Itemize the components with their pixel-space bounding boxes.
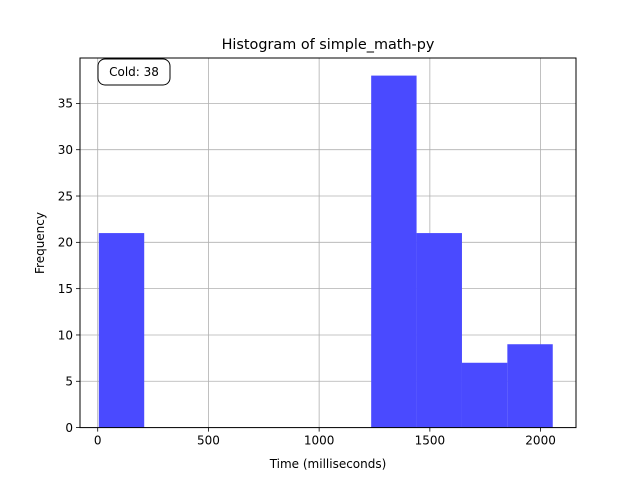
y-tick-label: 5 <box>65 375 73 389</box>
histogram-bar <box>98 233 145 428</box>
x-tick-label: 500 <box>197 434 220 448</box>
annotation-box <box>97 58 171 86</box>
y-tick-label: 35 <box>58 97 73 111</box>
x-tick-label: 1500 <box>415 434 446 448</box>
y-tick-label: 25 <box>58 189 73 203</box>
y-axis-label: Frequency <box>33 212 47 274</box>
x-tick-label: 2000 <box>525 434 556 448</box>
histogram-bar <box>507 344 553 428</box>
y-tick-label: 15 <box>58 282 73 296</box>
histogram-bar <box>416 233 462 428</box>
histogram-bar <box>461 362 508 428</box>
x-tick-label: 1000 <box>304 434 335 448</box>
cold-annotation: Cold: 38 <box>97 58 171 86</box>
y-tick-label: 10 <box>58 328 73 342</box>
bars <box>98 75 553 428</box>
y-tick-label: 30 <box>58 143 73 157</box>
chart-title: Histogram of simple_math-py <box>222 37 435 53</box>
ticks: 0 500 1000 1500 2000 0 5 10 15 20 25 30 35 <box>58 97 556 448</box>
annotation-text: Cold: 38 <box>109 65 159 79</box>
x-tick-label: 0 <box>94 434 102 448</box>
y-tick-label: 0 <box>65 421 73 435</box>
plot-frame <box>79 57 577 429</box>
x-axis-label: Time (milliseconds) <box>269 457 387 471</box>
histogram-bar <box>371 75 417 428</box>
y-tick-label: 20 <box>58 236 73 250</box>
grid <box>80 58 576 429</box>
